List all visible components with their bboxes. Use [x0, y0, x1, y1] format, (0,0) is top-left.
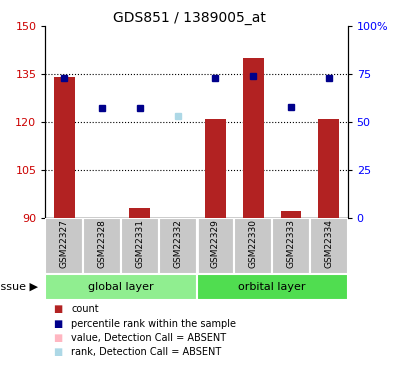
- Text: GSM22329: GSM22329: [211, 219, 220, 268]
- Text: count: count: [71, 304, 99, 314]
- Text: GDS851 / 1389005_at: GDS851 / 1389005_at: [113, 11, 266, 25]
- Bar: [234, 217, 272, 274]
- Text: GSM22334: GSM22334: [324, 219, 333, 268]
- Text: GSM22328: GSM22328: [98, 219, 107, 268]
- Bar: [280, 211, 301, 217]
- Text: GSM22332: GSM22332: [173, 219, 182, 268]
- Bar: [197, 274, 348, 300]
- Bar: [159, 217, 197, 274]
- Text: rank, Detection Call = ABSENT: rank, Detection Call = ABSENT: [71, 347, 221, 357]
- Text: percentile rank within the sample: percentile rank within the sample: [71, 319, 236, 328]
- Text: GSM22331: GSM22331: [135, 219, 144, 268]
- Text: ■: ■: [53, 347, 62, 357]
- Text: tissue ▶: tissue ▶: [0, 282, 38, 292]
- Bar: [243, 58, 263, 217]
- Bar: [318, 118, 339, 218]
- Bar: [272, 217, 310, 274]
- Bar: [83, 217, 121, 274]
- Text: value, Detection Call = ABSENT: value, Detection Call = ABSENT: [71, 333, 226, 343]
- Bar: [205, 118, 226, 218]
- Text: GSM22330: GSM22330: [249, 219, 258, 268]
- Bar: [310, 217, 348, 274]
- Text: ■: ■: [53, 333, 62, 343]
- Bar: [45, 217, 83, 274]
- Text: ■: ■: [53, 319, 62, 328]
- Bar: [130, 208, 150, 218]
- Text: GSM22333: GSM22333: [286, 219, 295, 268]
- Text: orbital layer: orbital layer: [238, 282, 306, 292]
- Text: ■: ■: [53, 304, 62, 314]
- Text: global layer: global layer: [88, 282, 154, 292]
- Bar: [121, 217, 159, 274]
- Bar: [197, 217, 234, 274]
- Text: GSM22327: GSM22327: [60, 219, 69, 268]
- Bar: [45, 274, 197, 300]
- Bar: [54, 77, 75, 218]
